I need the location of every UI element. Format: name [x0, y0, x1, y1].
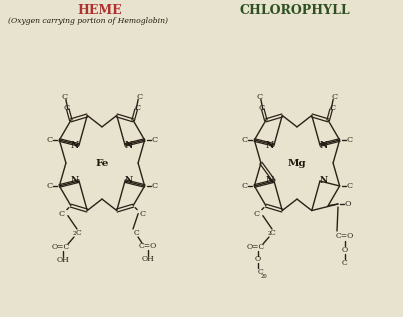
- Text: C: C: [152, 136, 158, 144]
- Text: Fe: Fe: [96, 158, 109, 167]
- Text: C: C: [46, 182, 52, 190]
- Text: C: C: [62, 94, 68, 101]
- Text: HEME: HEME: [78, 3, 123, 16]
- Text: C: C: [259, 104, 265, 112]
- Text: N: N: [125, 141, 133, 151]
- Text: C: C: [139, 210, 145, 218]
- Text: 2: 2: [267, 231, 271, 236]
- Text: C: C: [258, 268, 264, 276]
- Text: C: C: [254, 210, 260, 218]
- Text: C: C: [329, 104, 335, 112]
- Text: N: N: [320, 176, 328, 184]
- Text: C: C: [133, 229, 139, 237]
- Text: C: C: [347, 182, 353, 190]
- Text: C: C: [152, 182, 158, 190]
- Text: C: C: [241, 136, 247, 144]
- Text: N: N: [266, 176, 274, 184]
- Text: C: C: [331, 94, 337, 101]
- Text: O=C: O=C: [52, 243, 70, 251]
- Text: C: C: [270, 229, 276, 237]
- Text: C: C: [64, 104, 70, 112]
- Text: C: C: [59, 210, 65, 218]
- Text: N: N: [266, 141, 274, 151]
- Text: N: N: [71, 176, 79, 184]
- Text: C=O: C=O: [336, 232, 354, 240]
- Text: C: C: [347, 136, 353, 144]
- Text: N: N: [125, 176, 133, 184]
- Text: O=C: O=C: [247, 243, 265, 251]
- Text: O: O: [255, 255, 261, 263]
- Text: OH: OH: [57, 256, 69, 264]
- Text: N: N: [71, 141, 79, 151]
- Text: Mg: Mg: [288, 158, 306, 167]
- Text: C: C: [75, 229, 81, 237]
- Text: O: O: [342, 246, 348, 254]
- Text: OH: OH: [141, 255, 154, 263]
- Text: N: N: [320, 141, 328, 151]
- Text: C: C: [46, 136, 52, 144]
- Text: O: O: [345, 200, 351, 208]
- Text: C: C: [134, 104, 140, 112]
- Text: 20: 20: [261, 274, 267, 279]
- Text: C: C: [342, 259, 348, 267]
- Text: C=O: C=O: [139, 242, 157, 250]
- Text: 2: 2: [72, 231, 76, 236]
- Text: C: C: [257, 94, 263, 101]
- Text: C: C: [136, 94, 142, 101]
- Text: CHLOROPHYLL: CHLOROPHYLL: [240, 3, 350, 16]
- Text: (Oxygen carrying portion of Hemoglobin): (Oxygen carrying portion of Hemoglobin): [8, 17, 168, 25]
- Text: C: C: [241, 182, 247, 190]
